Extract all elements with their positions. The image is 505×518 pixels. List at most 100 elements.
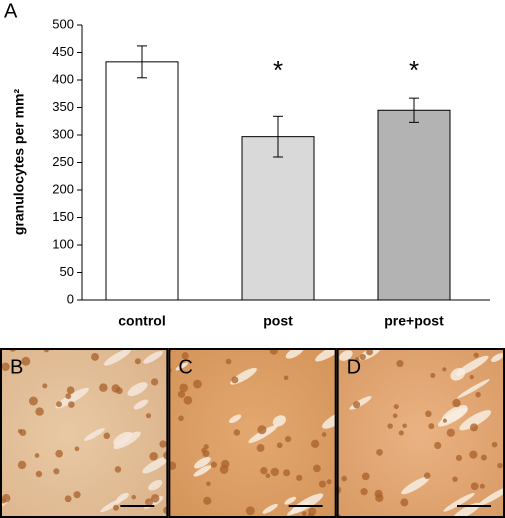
cell (225, 358, 232, 365)
cell (42, 383, 48, 389)
cell (442, 367, 447, 372)
cell (193, 379, 202, 389)
cell (321, 432, 327, 437)
cell (491, 441, 498, 448)
cell (131, 494, 137, 500)
cell (21, 356, 31, 366)
gap (443, 493, 475, 512)
cell (296, 474, 303, 481)
y-tick-label: 100 (52, 236, 74, 251)
cell (65, 393, 72, 400)
cell (35, 407, 44, 416)
gap (290, 493, 324, 514)
micrographs: B C D (0, 348, 505, 518)
cell (181, 352, 189, 360)
cell (53, 468, 60, 475)
significance-mark: * (409, 55, 419, 85)
y-tick-label: 350 (52, 99, 74, 114)
panel-label: B (10, 356, 23, 378)
cell (112, 504, 119, 511)
cell (313, 464, 321, 473)
cell (145, 413, 152, 419)
gap (262, 503, 278, 514)
cell (34, 453, 40, 458)
cell (301, 511, 307, 517)
cell (284, 435, 292, 443)
gap (248, 425, 278, 443)
cell (283, 469, 291, 477)
cell (257, 425, 267, 435)
gap (272, 415, 286, 427)
cell (361, 472, 370, 481)
bar (377, 109, 451, 301)
cell (269, 348, 278, 355)
cell (455, 454, 463, 462)
cell (392, 413, 398, 419)
y-tick-label: 500 (52, 16, 74, 31)
cell (276, 442, 283, 449)
cell (99, 383, 108, 392)
cell (359, 353, 366, 361)
y-tick-label: 150 (52, 209, 74, 224)
cell (55, 449, 63, 458)
cell (283, 375, 289, 381)
cell (428, 423, 435, 430)
cell (326, 479, 332, 485)
gap (103, 348, 132, 366)
cell (400, 498, 409, 507)
cell (375, 493, 384, 503)
cell (203, 444, 209, 450)
gap (148, 480, 163, 491)
cell (149, 451, 158, 461)
bar (105, 61, 179, 301)
y-tick-label: 300 (52, 126, 74, 141)
cell (150, 378, 159, 386)
cell (111, 384, 120, 393)
cell (206, 481, 211, 487)
gap (491, 353, 504, 363)
gap (452, 502, 481, 518)
cell (134, 358, 141, 365)
error-bar (409, 97, 419, 123)
cell (28, 396, 38, 406)
cell (469, 374, 474, 380)
gap (142, 456, 169, 474)
gap (113, 431, 141, 450)
gap (194, 456, 211, 469)
panel-label: A (4, 0, 18, 22)
cell (210, 461, 217, 468)
cell (159, 440, 167, 448)
cell (470, 482, 479, 491)
cell (260, 467, 268, 475)
cell (74, 446, 80, 452)
panel-label: D (347, 356, 361, 378)
gap (457, 379, 490, 399)
cell (452, 398, 461, 408)
cell (1, 362, 10, 372)
gap (459, 410, 492, 431)
cell (179, 383, 189, 393)
cell (64, 495, 72, 503)
y-axis-title: granulocytes per mm² (11, 89, 27, 236)
cell (430, 372, 436, 378)
cell (178, 415, 184, 422)
error-bar (273, 115, 283, 158)
panel-label: C (178, 356, 192, 378)
gap (315, 348, 337, 362)
cell (402, 423, 407, 429)
cell (66, 386, 75, 395)
tissue (336, 348, 505, 518)
cell (35, 470, 43, 478)
cell (2, 493, 11, 503)
cell (354, 357, 360, 362)
cell (56, 401, 62, 408)
cell (91, 352, 99, 361)
cell (202, 449, 210, 457)
y-tick-label: 50 (60, 264, 74, 279)
x-tick-label: control (118, 313, 165, 329)
cell (352, 401, 361, 409)
cell (219, 465, 229, 474)
gap (339, 350, 353, 361)
cell (480, 454, 487, 461)
